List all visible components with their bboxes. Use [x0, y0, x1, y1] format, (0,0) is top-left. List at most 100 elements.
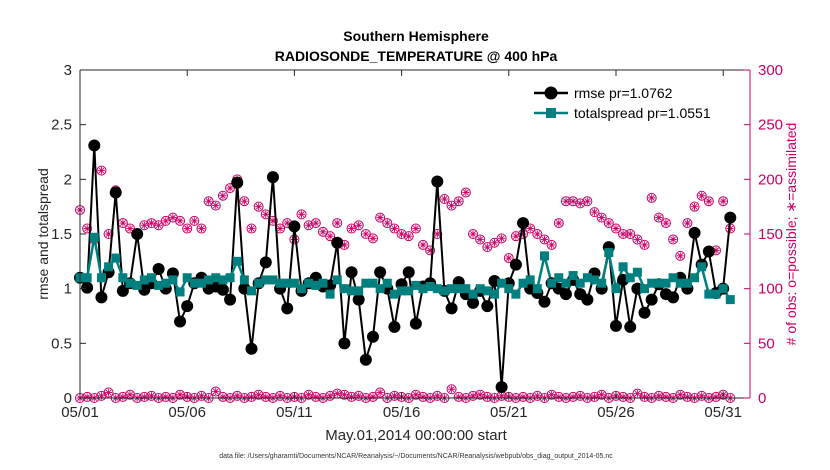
rmse-point — [445, 302, 458, 315]
totalspread-point — [482, 286, 492, 296]
rmse-point — [638, 306, 651, 319]
obs-assimilated-point — [347, 224, 356, 233]
rmse-point — [645, 293, 658, 306]
rmse-point — [431, 175, 444, 188]
totalspread-point — [690, 273, 700, 283]
obs-assimilated-point — [648, 194, 656, 202]
obs-assimilated-point — [226, 184, 234, 192]
obs-possible-point — [475, 234, 486, 245]
obs-possible-point — [196, 223, 207, 234]
obs-possible-point — [203, 196, 214, 207]
totalspread-point — [389, 289, 399, 299]
y-tick-label-left: 1 — [64, 281, 72, 298]
totalspread-point — [318, 278, 328, 288]
obs-assimilated-point — [612, 224, 620, 233]
obs-assimilated-point — [712, 393, 720, 401]
obs-assimilated-point — [676, 252, 684, 260]
obs-assimilated-point — [297, 210, 306, 218]
obs-assimilated-point — [155, 221, 163, 229]
obs-assimilated-point — [483, 393, 491, 401]
rmse-point — [538, 295, 551, 308]
totalspread-point — [89, 232, 99, 242]
rmse-point — [509, 258, 522, 271]
obs-assimilated-point — [640, 393, 649, 401]
totalspread-point — [547, 278, 557, 288]
totalspread-point — [182, 273, 192, 283]
x-tick-label: 05/06 — [168, 404, 206, 421]
obs-possible-point — [660, 391, 671, 402]
obs-assimilated-point — [126, 391, 134, 399]
obs-assimilated-point — [212, 201, 220, 210]
obs-assimilated-point — [376, 214, 384, 222]
rmse-point — [131, 228, 144, 240]
x-tick-label: 05/11 — [276, 404, 312, 421]
obs-assimilated-point — [240, 197, 248, 205]
totalspread-point — [189, 278, 199, 288]
obs-assimilated-point — [640, 241, 649, 249]
totalspread-point — [518, 278, 528, 288]
x-tick-label: 05/01 — [61, 404, 99, 421]
obs-possible-point — [618, 391, 629, 402]
y-axis-label-left: rmse and totalspread — [35, 168, 51, 300]
obs-assimilated-point — [276, 224, 284, 233]
obs-possible-point — [646, 192, 657, 203]
obs-assimilated-point — [126, 224, 134, 233]
legend-rmse-marker — [544, 86, 558, 100]
obs-assimilated-point — [140, 393, 148, 401]
obs-assimilated-point — [469, 230, 477, 238]
obs-possible-point — [532, 229, 543, 239]
totalspread-point — [654, 278, 664, 288]
y-tick-label-left: 2 — [64, 171, 72, 188]
rmse-point — [116, 284, 129, 297]
rmse-point — [266, 171, 279, 184]
obs-possible-point — [346, 223, 357, 234]
rmse-point — [152, 262, 165, 275]
obs-assimilated-point — [598, 391, 606, 399]
obs-possible-point — [375, 212, 386, 223]
obs-assimilated-point — [583, 197, 591, 205]
obs-possible-point — [103, 387, 114, 398]
totalspread-point — [204, 275, 214, 285]
rmse-point — [259, 256, 272, 269]
obs-assimilated-point — [483, 243, 491, 251]
rmse-point — [581, 293, 594, 306]
obs-assimilated-point — [362, 230, 370, 238]
totalspread-point — [497, 278, 507, 288]
rmse-point — [81, 281, 94, 294]
obs-assimilated-point — [183, 224, 191, 233]
obs-assimilated-point — [412, 391, 420, 399]
obs-possible-point — [425, 245, 436, 256]
chart-title-line2: RADIOSONDE_TEMPERATURE @ 400 hPa — [275, 48, 558, 64]
y-tick-label-right: 250 — [758, 117, 783, 134]
obs-assimilated-point — [355, 221, 363, 229]
totalspread-point — [611, 284, 621, 294]
totalspread-point — [225, 273, 235, 283]
obs-assimilated-point — [333, 219, 341, 227]
totalspread-point — [439, 286, 449, 296]
obs-possible-point — [439, 194, 450, 205]
totalspread-point — [675, 278, 685, 288]
obs-assimilated-point — [319, 228, 327, 236]
rmse-point — [231, 176, 244, 189]
legend-spread-marker — [546, 108, 556, 118]
obs-possible-point — [610, 223, 621, 234]
obs-assimilated-point — [247, 393, 256, 401]
obs-assimilated-point — [169, 214, 177, 222]
obs-assimilated-point — [548, 391, 556, 399]
obs-possible-point — [246, 223, 257, 234]
obs-possible-point — [353, 220, 364, 231]
obs-possible-point — [332, 218, 343, 229]
obs-possible-point — [325, 231, 336, 242]
obs-assimilated-point — [626, 230, 634, 238]
obs-possible-point — [253, 201, 264, 212]
obs-possible-point — [160, 391, 171, 402]
totalspread-point — [196, 278, 206, 288]
obs-possible-point — [182, 223, 193, 234]
obs-assimilated-point — [326, 392, 334, 400]
totalspread-point — [304, 278, 314, 288]
x-tick-label: 05/21 — [490, 404, 528, 421]
obs-assimilated-point — [569, 393, 577, 401]
obs-assimilated-point — [312, 219, 320, 227]
obs-possible-point — [653, 212, 664, 223]
obs-possible-point — [360, 229, 371, 239]
